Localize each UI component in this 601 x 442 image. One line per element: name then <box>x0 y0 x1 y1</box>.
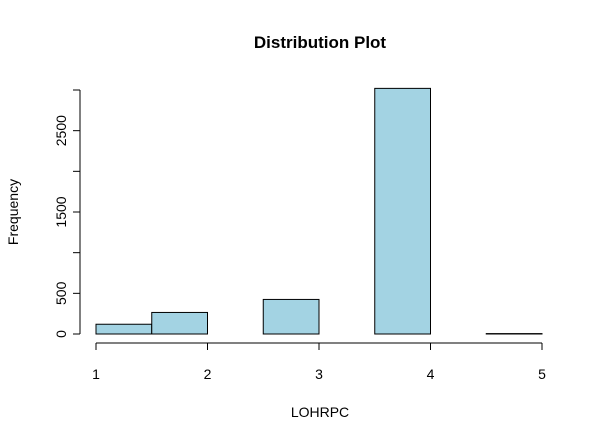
histogram-bar-1 <box>151 311 208 335</box>
y-tick-label: 0 <box>53 330 69 338</box>
histogram-bar-5 <box>374 87 431 335</box>
y-tick-label: 2500 <box>53 115 69 146</box>
x-tick-label: 5 <box>538 366 546 382</box>
y-tick-label: 1500 <box>53 196 69 227</box>
y-axis: 0 500 1500 2500 <box>53 89 81 338</box>
bars <box>95 87 543 335</box>
x-tick-label: 2 <box>204 366 212 382</box>
x-axis: 1 2 3 4 5 <box>92 342 546 382</box>
chart-title: Distribution Plot <box>254 33 387 52</box>
histogram-bar-3 <box>262 298 320 335</box>
x-tick-label: 4 <box>427 366 435 382</box>
x-axis-label: LOHRPC <box>291 404 349 420</box>
y-tick-label: 500 <box>53 281 69 305</box>
y-axis-label: Frequency <box>5 179 21 245</box>
histogram-bar-0 <box>95 323 153 335</box>
x-tick-label: 1 <box>92 366 100 382</box>
x-tick-label: 3 <box>315 366 323 382</box>
